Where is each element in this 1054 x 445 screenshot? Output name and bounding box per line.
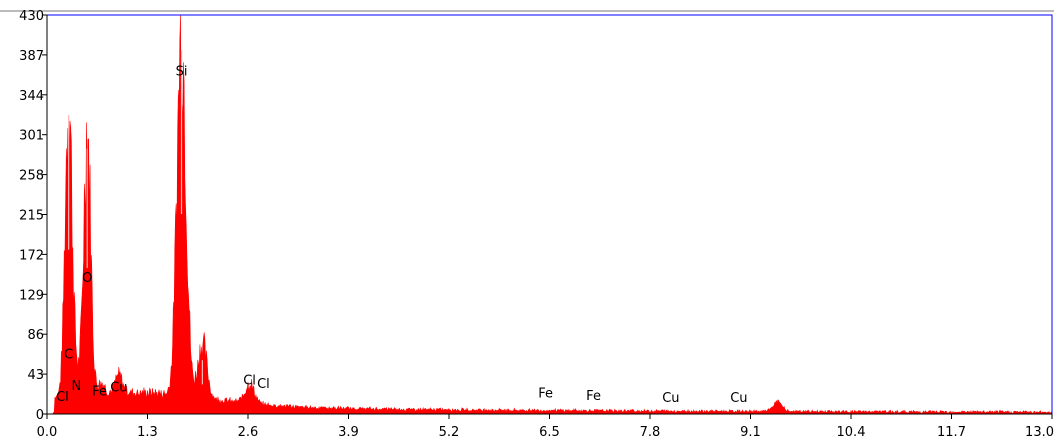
x-tick-label: 11.7: [937, 425, 966, 440]
x-tick-label: 5.2: [439, 425, 460, 440]
y-tick-label: 129: [19, 288, 44, 303]
peak-label-si: Si: [176, 64, 188, 79]
x-tick-label: 9.1: [740, 425, 761, 440]
y-tick-label: 172: [19, 248, 44, 263]
y-tick-label: 301: [19, 129, 44, 144]
peak-label-cu: Cu: [110, 381, 127, 396]
y-tick-label: 430: [19, 9, 44, 24]
peak-label-cl: Cl: [243, 373, 256, 388]
peak-label-cl: Cl: [56, 390, 69, 405]
x-tick-label: 7.8: [640, 425, 661, 440]
y-tick-label: 0: [36, 408, 44, 423]
spectrum-fill-layer: [47, 14, 1053, 415]
peak-label-cu: Cu: [730, 391, 747, 406]
x-tick-label: 10.4: [837, 425, 866, 440]
y-tick-label: 344: [19, 89, 44, 104]
peak-label-fe: Fe: [92, 384, 107, 399]
peak-label-fe: Fe: [586, 389, 601, 404]
peak-highlight-layer: [68, 50, 203, 385]
plot-frame: [46, 14, 1053, 415]
x-tick-label: 3.9: [338, 425, 359, 440]
y-tick-label: 258: [19, 169, 44, 184]
y-tick-label: 215: [19, 209, 44, 224]
peak-label-cl: Cl: [257, 377, 270, 392]
x-tick-label: 6.5: [539, 425, 560, 440]
peak-label-c: C: [64, 347, 73, 362]
y-tick-label: 43: [27, 368, 44, 383]
x-tick-label: 13.0: [1025, 425, 1054, 440]
x-tick-label: 0.0: [37, 425, 58, 440]
x-tick-label: 1.3: [137, 425, 158, 440]
peak-label-n: N: [72, 379, 82, 394]
peak-label-cu: Cu: [662, 391, 679, 406]
peak-label-fe: Fe: [538, 386, 553, 401]
tick-layer: 0.0 1.3 2.6 3.9 5.2 6.5 7.8 9.1 10.4 11.7 13.0 0 43 8…: [19, 9, 1054, 440]
peak-label-o: O: [82, 271, 92, 286]
y-tick-label: 387: [19, 49, 44, 64]
axes-layer: [0, 10, 1054, 415]
x-tick-label: 2.6: [238, 425, 259, 440]
y-tick-label: 86: [27, 328, 44, 343]
spectrum-area: [47, 14, 1053, 415]
